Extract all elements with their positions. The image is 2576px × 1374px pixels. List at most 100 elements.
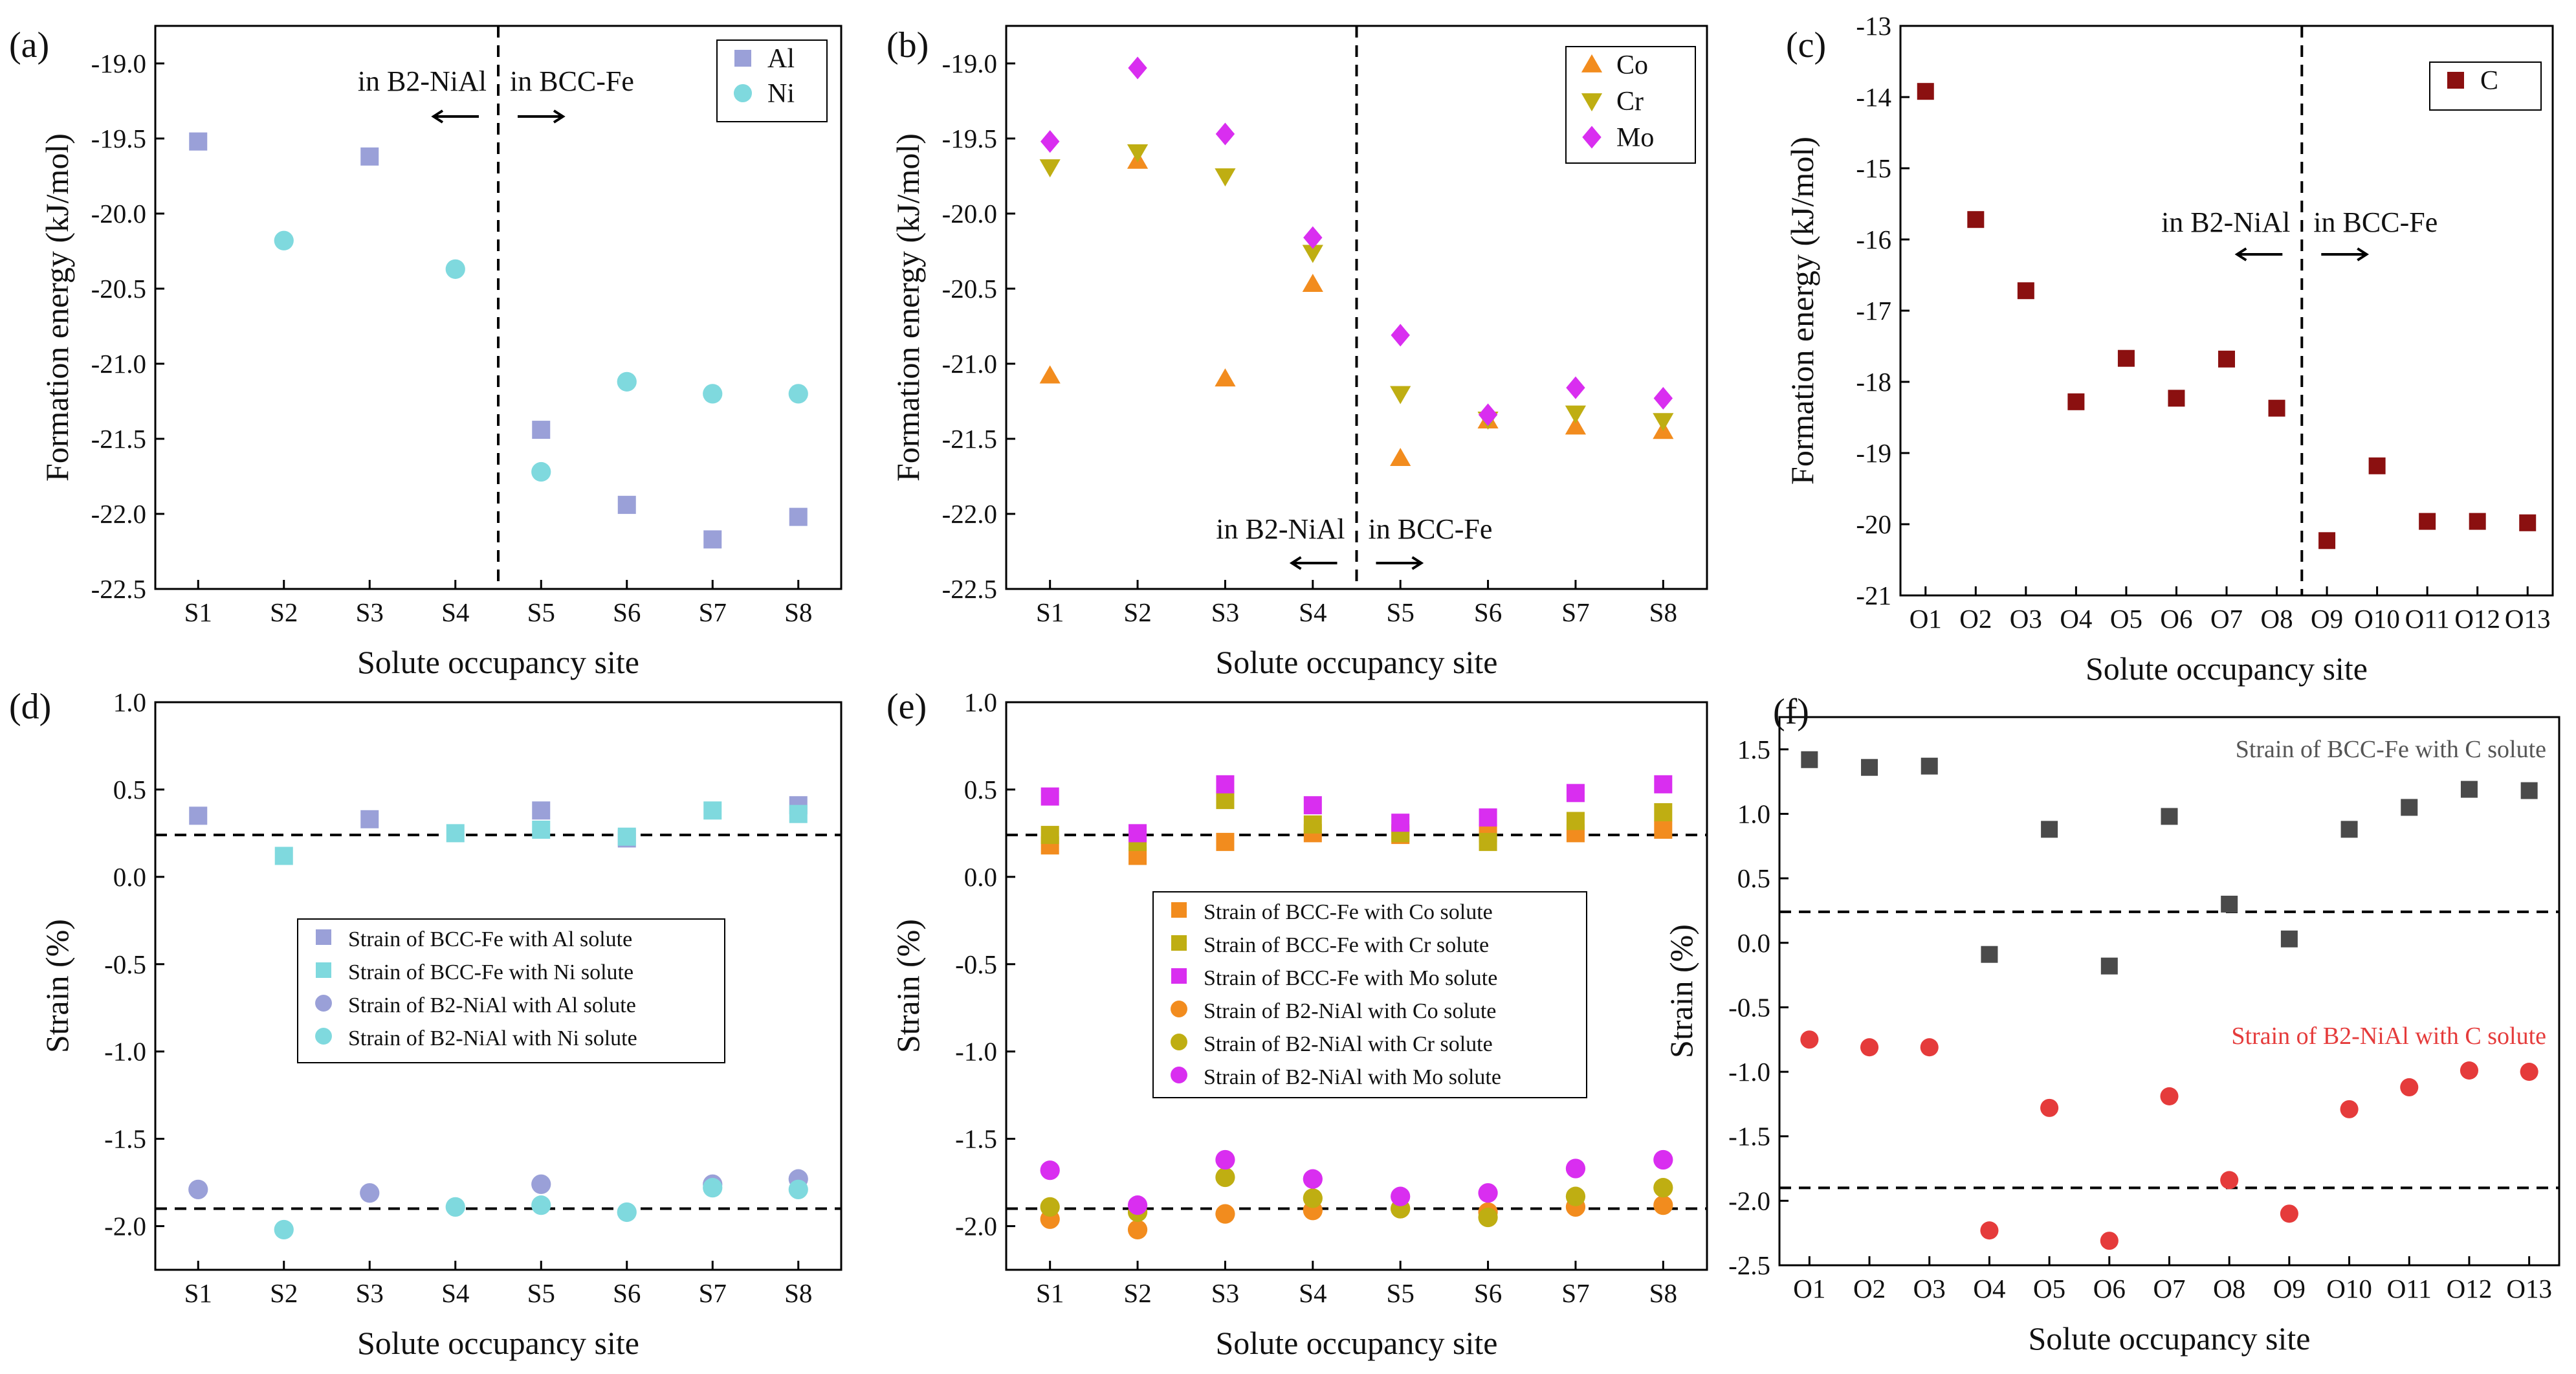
x-axis-label: Solute occupancy site: [1216, 644, 1498, 680]
y-tick-label: 0.5: [964, 775, 997, 804]
panel-b: -22.5 -22.0 -21.5 -21.0 -20.5 -20.0 -19.5 -19.0…: [886, 25, 1708, 680]
y-tick-label: 0.5: [1737, 863, 1770, 893]
data-point: [789, 804, 808, 823]
legend-label: Strain of BCC-Fe with Al solute: [348, 927, 632, 951]
data-point: [2340, 821, 2358, 838]
series-0: [1917, 83, 2537, 549]
data-point: [1127, 144, 1149, 162]
data-point: [445, 1197, 465, 1217]
panel-c: -21 -20 -19 -18 -17 -16 -15 -14 -13 O1 O2 O3 O4 O5 O6 O…: [1784, 11, 2554, 687]
series-label-bcc: Strain of BCC-Fe with C solute: [2236, 736, 2546, 763]
data-point: [1302, 273, 1323, 292]
data-point: [1040, 130, 1060, 153]
data-point: [1565, 1186, 1586, 1206]
data-point: [446, 824, 465, 843]
annotation-left: in B2-NiAl: [358, 65, 487, 97]
y-tick-label: -1.5: [955, 1124, 997, 1154]
series-label-b2: Strain of B2-NiAl with C solute: [2231, 1023, 2546, 1050]
data-point: [1565, 405, 1587, 424]
y-tick-label: 0.0: [964, 862, 997, 892]
x-tick-label: S1: [184, 1278, 212, 1308]
data-point: [2168, 390, 2185, 407]
y-tick-label: -1.5: [104, 1124, 146, 1154]
legend-marker: [315, 1028, 332, 1045]
data-point: [2100, 1232, 2119, 1250]
data-point: [1653, 1149, 1673, 1170]
x-tick-label: S1: [1036, 1278, 1064, 1308]
data-point: [1860, 1038, 1879, 1057]
legend-label: C: [2480, 66, 2498, 96]
x-tick-label: O11: [2405, 604, 2450, 634]
y-tick-label: -2.0: [1728, 1186, 1770, 1215]
data-point: [2460, 781, 2478, 798]
x-tick-label: S3: [356, 1278, 384, 1308]
data-point: [1479, 832, 1497, 851]
y-tick-label: -20: [1856, 509, 1891, 539]
y-tick-label: 1.5: [1737, 735, 1770, 764]
x-tick-label: S6: [613, 1278, 641, 1308]
data-point: [360, 1183, 380, 1203]
x-tick-label: S3: [1211, 1278, 1239, 1308]
data-point: [274, 847, 293, 865]
legend-label: Strain of B2-NiAl with Cr solute: [1204, 1032, 1493, 1056]
data-point: [1215, 1167, 1235, 1188]
data-point: [1303, 815, 1322, 834]
x-tick-label: O6: [2093, 1274, 2126, 1303]
data-point: [1216, 832, 1235, 851]
y-tick-label: -19.0: [91, 49, 146, 78]
x-tick-label: S3: [1211, 597, 1239, 627]
data-point: [189, 132, 208, 151]
panel-e: -2.0 -1.5 -1.0 -0.5 0.0 0.5 1.0 S1 S2 S3 S4 S5 S6 S7 S…: [886, 687, 1708, 1361]
data-point: [2067, 393, 2085, 410]
y-tick-label: -1.5: [1728, 1122, 1770, 1151]
y-tick-label: -13: [1856, 11, 1891, 41]
y-tick-label: -15: [1856, 153, 1891, 183]
data-point: [1861, 759, 1878, 776]
panel-label: (d): [9, 687, 51, 727]
data-point: [2520, 1063, 2538, 1081]
data-point: [2519, 514, 2537, 531]
data-point: [274, 230, 294, 250]
data-point: [360, 147, 379, 166]
data-point: [1478, 1207, 1498, 1228]
data-point: [1039, 365, 1061, 384]
x-tick-label: S5: [527, 597, 555, 627]
data-point: [2520, 782, 2538, 799]
x-tick-label: O1: [1910, 604, 1942, 634]
data-point: [2218, 350, 2235, 368]
y-tick-label: -1.0: [955, 1037, 997, 1067]
x-tick-label: S6: [613, 597, 641, 627]
series-0: [189, 132, 808, 549]
legend-marker: [1581, 93, 1603, 112]
data-point: [1566, 784, 1585, 803]
x-tick-label: O4: [2060, 604, 2092, 634]
legend: Strain of BCC-Fe with Al solute Strain of…: [297, 918, 725, 1063]
data-point: [1391, 1186, 1411, 1206]
y-tick-label: -0.5: [104, 949, 146, 979]
data-point: [1390, 386, 1411, 404]
y-tick-label: -22.5: [91, 574, 146, 604]
legend-label: Strain of BCC-Fe with Cr solute: [1204, 933, 1489, 957]
series-1: [1800, 1030, 2538, 1250]
y-tick-label: -22.5: [942, 574, 997, 604]
legend-label: Co: [1616, 50, 1648, 80]
y-tick-label: -22.0: [942, 499, 997, 529]
data-point: [2280, 930, 2298, 947]
x-tick-label: O2: [1959, 604, 1992, 634]
annotation-right: in BCC-Fe: [1369, 513, 1493, 545]
y-axis-label: Formation energy (kJ/mol): [890, 133, 926, 482]
y-tick-label: 1.0: [964, 687, 997, 717]
y-tick-label: -19.5: [91, 124, 146, 153]
data-point: [531, 461, 551, 482]
data-point: [703, 1178, 723, 1198]
x-tick-label: S2: [270, 597, 298, 627]
data-point: [1303, 226, 1323, 249]
legend-box: [297, 918, 725, 1063]
data-point: [1653, 386, 1673, 410]
data-point: [1303, 1169, 1323, 1189]
series-1: [274, 230, 808, 482]
x-tick-label: O6: [2160, 604, 2192, 634]
series-5: [1040, 1149, 1673, 1215]
legend: Co Cr Mo: [1565, 46, 1696, 164]
